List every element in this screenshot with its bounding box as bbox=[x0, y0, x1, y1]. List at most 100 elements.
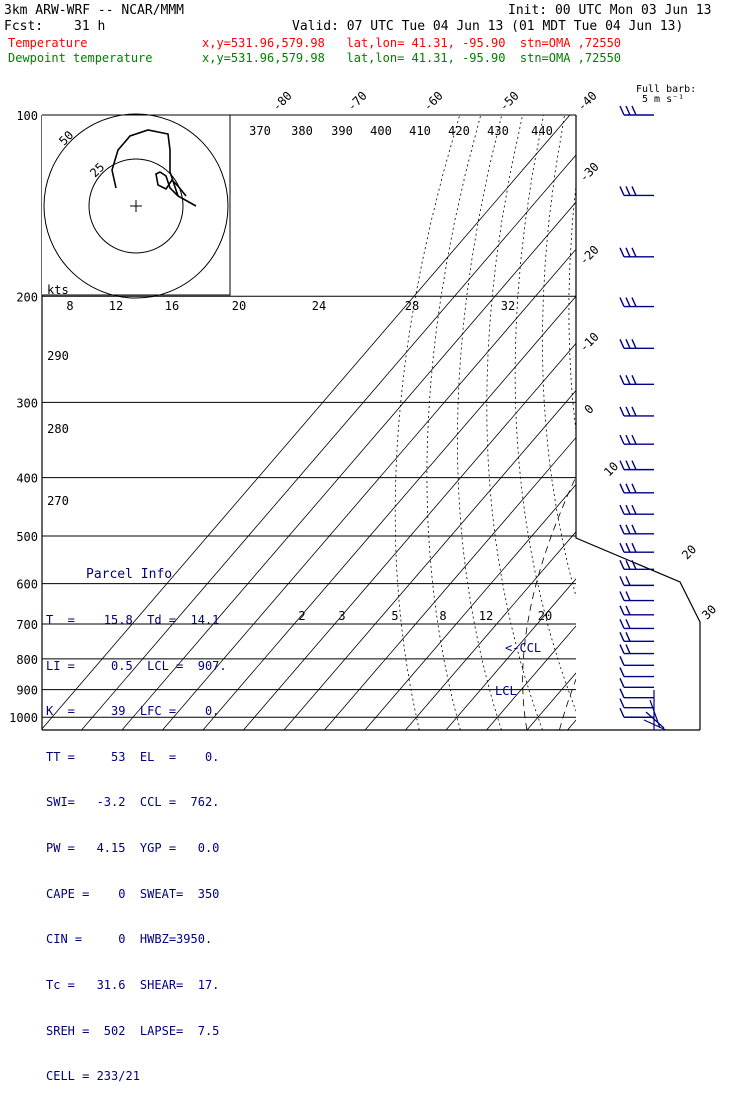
dry-adiabat-line bbox=[711, 115, 740, 730]
dry-adiabat-line bbox=[732, 115, 740, 730]
wind-barb bbox=[620, 375, 654, 384]
isotherm-label: 30 bbox=[699, 602, 719, 622]
wind-barb bbox=[620, 656, 654, 665]
wind-barb bbox=[620, 699, 654, 708]
wind-barb bbox=[620, 560, 654, 569]
theta-label: 380 bbox=[291, 124, 313, 138]
theta-label: 420 bbox=[448, 124, 470, 138]
mixing-ratio-label: 3 bbox=[338, 609, 345, 623]
theta-label: 390 bbox=[331, 124, 353, 138]
parcel-row-total-totals: TT = 53 EL = 0. bbox=[46, 750, 236, 765]
theta-label: 430 bbox=[487, 124, 509, 138]
parcel-row-k-index: K = 39 LFC = 0. bbox=[46, 704, 236, 719]
plot-right-skewed-border bbox=[576, 478, 700, 730]
parcel-row-tc: Tc = 31.6 SHEAR= 17. bbox=[46, 978, 236, 993]
pressure-tick-label: 800 bbox=[16, 653, 38, 667]
wind-barb bbox=[620, 645, 654, 654]
wind-barb bbox=[620, 592, 654, 601]
wind-barb-surface-cluster bbox=[644, 690, 666, 730]
moist-adiabat-line bbox=[592, 296, 740, 730]
theta-left-label: 290 bbox=[47, 349, 69, 363]
parcel-row-sreh: SREH = 502 LAPSE= 7.5 bbox=[46, 1024, 236, 1039]
pressure-tick-label: 400 bbox=[16, 472, 38, 486]
isotherm-line bbox=[689, 115, 740, 730]
isotherm-line bbox=[649, 115, 740, 730]
hodo-speed-label: 16 bbox=[165, 299, 179, 313]
dry-adiabat-line bbox=[689, 115, 740, 730]
wind-barb bbox=[620, 435, 654, 444]
parcel-row-swi: SWI= -3.2 CCL = 762. bbox=[46, 795, 236, 810]
isotherm-label: -70 bbox=[345, 89, 370, 114]
wind-barb bbox=[620, 461, 654, 470]
wind-barb bbox=[620, 576, 654, 585]
dry-adiabat-line bbox=[619, 115, 740, 730]
wind-barb bbox=[620, 606, 654, 615]
wind-barb bbox=[620, 708, 654, 717]
dry-adiabat-line bbox=[569, 115, 666, 730]
isotherm-label: -40 bbox=[575, 89, 600, 114]
hodo-speed-label: 12 bbox=[109, 299, 123, 313]
isotherm-label: 0 bbox=[582, 402, 597, 417]
wind-barb bbox=[620, 248, 654, 257]
dry-adiabat-line bbox=[643, 115, 740, 730]
pressure-tick-label: 300 bbox=[16, 396, 38, 410]
pressure-tick-label: 200 bbox=[16, 290, 38, 304]
pressure-tick-label: 100 bbox=[16, 109, 38, 123]
isotherm-label: -10 bbox=[577, 330, 602, 355]
hodo-speed-label: 24 bbox=[312, 299, 326, 313]
mixing-ratio-label: 5 bbox=[391, 609, 398, 623]
pressure-tick-label: 700 bbox=[16, 618, 38, 632]
wind-barb bbox=[620, 186, 654, 195]
dry-adiabat-line bbox=[595, 115, 707, 730]
hodograph-units-label: kts bbox=[47, 283, 69, 297]
hodo-speed-label: 32 bbox=[501, 299, 515, 313]
parcel-info-title: Parcel Info bbox=[46, 567, 236, 582]
temperature-profile bbox=[599, 115, 740, 712]
parcel-row-temperature: T = 15.8 Td = 14.1 bbox=[46, 613, 236, 628]
hodo-speed-label: 8 bbox=[66, 299, 73, 313]
isotherm-label: -20 bbox=[577, 243, 602, 268]
mixing-ratio-label: 2 bbox=[298, 609, 305, 623]
mixing-ratio-label: 8 bbox=[439, 609, 446, 623]
theta-label: 410 bbox=[409, 124, 431, 138]
parcel-info-panel: Parcel Info T = 15.8 Td = 14.1 LI = 0.5 … bbox=[46, 537, 236, 1100]
wind-barb bbox=[620, 668, 654, 677]
isotherm-label: -30 bbox=[577, 160, 602, 185]
mixing-ratio-label: 12 bbox=[479, 609, 493, 623]
parcel-row-lifted-index: LI = 0.5 LCL = 907. bbox=[46, 659, 236, 674]
theta-left-label: 270 bbox=[47, 494, 69, 508]
theta-label: 400 bbox=[370, 124, 392, 138]
pressure-tick-label: 500 bbox=[16, 530, 38, 544]
mixing-ratio-label: 20 bbox=[538, 609, 552, 623]
isotherm-label: 20 bbox=[679, 542, 699, 562]
isotherm-label: -80 bbox=[270, 89, 295, 114]
dry-adiabat-line bbox=[667, 115, 740, 730]
parcel-row-cell: CELL = 233/21 bbox=[46, 1069, 236, 1084]
ccl-annotation: <-CCL bbox=[505, 641, 541, 655]
parcel-row-cin: CIN = 0 HWBZ=3950. bbox=[46, 932, 236, 947]
wind-barb bbox=[620, 339, 654, 348]
parcel-row-cape: CAPE = 0 SWEAT= 350 bbox=[46, 887, 236, 902]
pressure-tick-label: 900 bbox=[16, 684, 38, 698]
isotherm-line bbox=[730, 115, 740, 730]
wind-barb bbox=[620, 505, 654, 514]
dewpoint-profile bbox=[599, 115, 732, 712]
wind-barb bbox=[620, 484, 654, 493]
isotherm-line bbox=[568, 115, 740, 730]
theta-left-label: 280 bbox=[47, 422, 69, 436]
wind-barb bbox=[620, 298, 654, 307]
isotherm-label: 10 bbox=[601, 459, 621, 479]
hodo-speed-label: 28 bbox=[405, 299, 419, 313]
lcl-annotation: LCL bbox=[495, 684, 517, 698]
wind-barb bbox=[620, 632, 654, 641]
wind-barb bbox=[620, 678, 654, 687]
moist-adiabat-line bbox=[657, 296, 740, 730]
wind-barb bbox=[620, 543, 654, 552]
wind-barb bbox=[620, 407, 654, 416]
pressure-tick-label: 1000 bbox=[9, 711, 38, 725]
wind-barb bbox=[620, 689, 654, 698]
pressure-tick-label: 600 bbox=[16, 578, 38, 592]
wind-barb bbox=[620, 106, 654, 115]
wind-barb bbox=[620, 619, 654, 628]
isotherm-label: -60 bbox=[421, 89, 446, 114]
